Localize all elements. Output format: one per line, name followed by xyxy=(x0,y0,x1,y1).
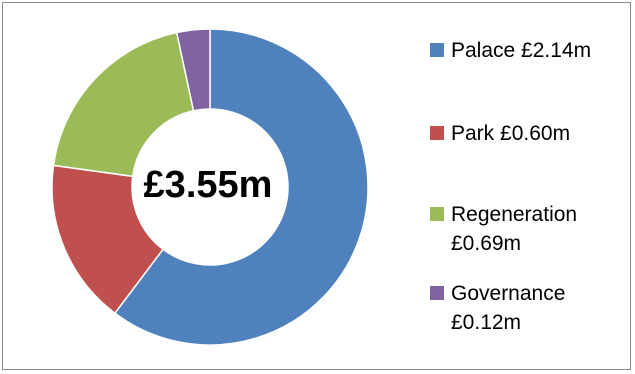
donut-center-total: £3.55m xyxy=(144,164,273,206)
legend-label-palace: Palace £2.14m xyxy=(451,39,592,62)
legend-item-regeneration: Regeneration £0.69m xyxy=(430,200,601,258)
legend-swatch-park xyxy=(430,126,444,140)
donut-slice-park xyxy=(51,164,165,315)
legend-item-governance: Governance £0.12m xyxy=(430,279,601,337)
legend-swatch-palace xyxy=(430,43,444,57)
legend-swatch-regeneration xyxy=(430,207,444,221)
legend-item-palace: Palace £2.14m xyxy=(430,36,626,65)
legend-item-park: Park £0.60m xyxy=(430,119,626,148)
donut-slice-governance xyxy=(175,28,211,112)
donut-chart: £3.55m xyxy=(51,28,369,346)
donut-slice-regeneration xyxy=(52,31,195,178)
chart-area: £3.55m Palace £2.14m Park £0.60m Regener… xyxy=(2,2,631,370)
legend-label-governance: Governance £0.12m xyxy=(451,282,566,334)
legend-swatch-governance xyxy=(430,286,444,300)
legend-label-park: Park £0.60m xyxy=(451,122,571,145)
donut-slices xyxy=(51,28,369,346)
legend-label-regeneration: Regeneration £0.69m xyxy=(451,203,578,255)
donut-slice-palace xyxy=(113,28,369,346)
